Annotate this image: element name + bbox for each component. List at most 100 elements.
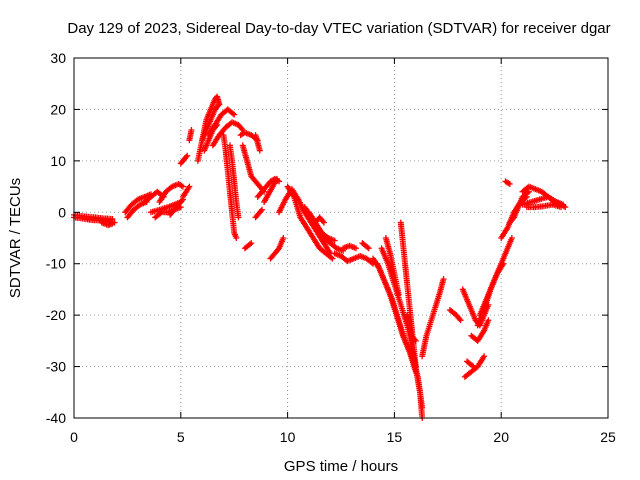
grid (74, 58, 608, 418)
series-track (468, 317, 492, 344)
data-point (319, 218, 326, 225)
data-point (178, 197, 185, 204)
data-point (273, 175, 280, 182)
series-track (205, 106, 238, 139)
series-track (261, 175, 280, 205)
y-tick-label: 30 (50, 50, 66, 66)
series-track (122, 191, 154, 216)
data-point (364, 244, 371, 251)
data-point (188, 127, 195, 133)
x-tick-label: 0 (70, 429, 78, 445)
series-track (239, 142, 268, 195)
data-point (524, 189, 531, 196)
series-track (186, 127, 195, 144)
data-point (186, 183, 193, 190)
data-point (500, 260, 507, 267)
y-tick-label: 10 (50, 153, 66, 169)
data-point (508, 235, 515, 241)
series-track (474, 260, 507, 329)
x-tick-label: 5 (177, 429, 185, 445)
y-axis-label: SDTVAR / TECUs (7, 178, 24, 298)
y-tick-label: -40 (46, 410, 66, 426)
y-tick-label: -20 (46, 307, 66, 323)
series-track (226, 142, 242, 221)
axis-ticks: 0 5 10 15 20 25 30 20 10 0 -10 -20 -30 -40 (46, 50, 616, 445)
series-track (220, 132, 240, 241)
series-track (464, 358, 477, 370)
y-tick-label: -30 (46, 359, 66, 375)
series-track (461, 353, 488, 380)
data-point (558, 204, 565, 211)
data-point (183, 154, 190, 160)
series-track (167, 196, 186, 218)
data-point (216, 101, 223, 108)
data-point (469, 362, 476, 369)
data-point (456, 316, 463, 322)
series-track (252, 206, 265, 221)
data-point (412, 337, 419, 344)
x-tick-label: 25 (600, 429, 616, 445)
series-track (523, 201, 565, 211)
series-track (209, 119, 246, 149)
series-track (419, 276, 447, 360)
series-track (404, 312, 419, 344)
data-points (71, 93, 569, 421)
data-point (525, 188, 532, 195)
chart-title: Day 129 of 2023, Sidereal Day-to-day VTE… (67, 20, 610, 37)
series-track (370, 255, 426, 411)
plot-frame (73, 57, 609, 419)
data-point (352, 245, 359, 252)
data-point (231, 111, 238, 118)
series-track (252, 132, 263, 154)
series-track (502, 178, 513, 187)
data-point (280, 235, 287, 241)
data-point (320, 219, 327, 226)
data-point (256, 147, 263, 154)
x-tick-label: 10 (280, 429, 296, 445)
y-tick-label: -10 (46, 256, 66, 272)
series-track (179, 183, 193, 200)
data-point (365, 245, 372, 252)
series-track (199, 101, 223, 144)
data-point (233, 235, 240, 241)
data-point (329, 255, 336, 262)
y-tick-label: 20 (50, 101, 66, 117)
series-track (177, 152, 191, 167)
data-point (157, 210, 164, 217)
data-point (470, 363, 477, 370)
data-point (229, 110, 236, 117)
series-track (156, 181, 186, 205)
series-track (267, 235, 287, 262)
data-point (411, 336, 418, 343)
series-track (241, 240, 255, 252)
data-point (395, 291, 402, 298)
data-point (258, 206, 265, 213)
data-point (331, 237, 338, 244)
data-point (248, 240, 255, 247)
data-point (238, 125, 245, 132)
x-tick-label: 15 (387, 429, 403, 445)
series-track (519, 193, 567, 208)
data-point (109, 220, 116, 227)
data-point (485, 317, 492, 324)
series-track (382, 235, 402, 298)
data-point (506, 181, 513, 187)
data-point (328, 254, 335, 261)
data-point (481, 353, 488, 360)
x-tick-label: 20 (493, 429, 509, 445)
data-point (257, 208, 264, 214)
data-point (247, 241, 254, 248)
series-track (340, 242, 359, 252)
series-track (446, 307, 464, 324)
series-track (284, 183, 336, 262)
data-point (412, 363, 419, 370)
data-point (184, 152, 191, 159)
series-track (312, 214, 327, 226)
series-track (331, 250, 377, 267)
series-track (124, 199, 150, 221)
y-tick-label: 0 (58, 204, 66, 220)
data-point (215, 102, 222, 109)
data-point (235, 214, 242, 221)
series-track (98, 219, 116, 229)
